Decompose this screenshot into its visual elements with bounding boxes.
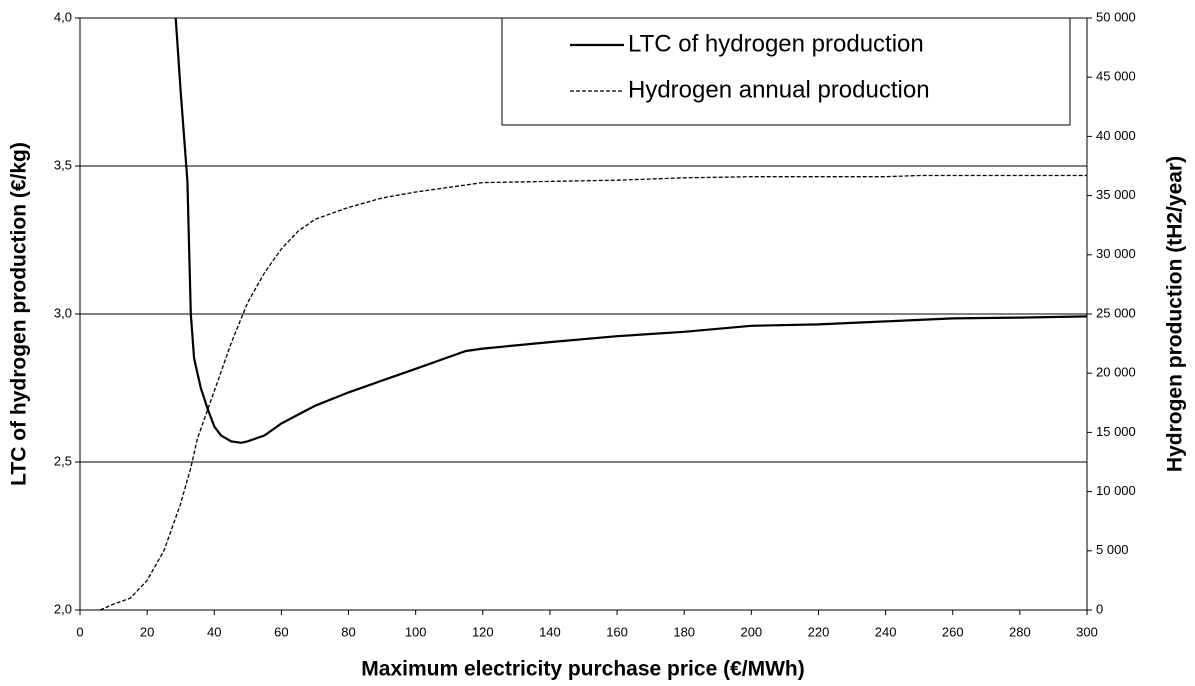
y2-tick-label: 40 000 — [1096, 128, 1136, 143]
x-tick-label: 80 — [341, 624, 355, 639]
x-tick-label: 220 — [808, 624, 830, 639]
y2-tick-label: 10 000 — [1096, 483, 1136, 498]
y2-tick-label: 20 000 — [1096, 365, 1136, 380]
x-tick-label: 20 — [140, 624, 154, 639]
x-axis-label: Maximum electricity purchase price (€/MW… — [361, 658, 804, 681]
series-line — [99, 174, 1087, 611]
legend-label: LTC of hydrogen production — [628, 30, 924, 57]
x-tick-label: 100 — [405, 624, 427, 639]
legend-box — [501, 17, 1071, 126]
x-tick-label: 0 — [76, 624, 83, 639]
x-tick-label: 120 — [472, 624, 494, 639]
y2-tick-label: 0 — [1096, 601, 1103, 616]
y-axis-label: LTC of hydrogen production (€/kg) — [8, 142, 31, 486]
series-line — [174, 17, 1088, 444]
x-tick-label: 240 — [875, 624, 897, 639]
y2-tick-label: 35 000 — [1096, 187, 1136, 202]
y2-tick-label: 45 000 — [1096, 69, 1136, 84]
y-tick-label: 2,5 — [54, 453, 72, 468]
y2-tick-label: 30 000 — [1096, 246, 1136, 261]
x-tick-label: 40 — [207, 624, 221, 639]
y2-tick-label: 5 000 — [1096, 542, 1129, 557]
y2-axis-label: Hydrogen production (tH2/year) — [1164, 156, 1187, 472]
legend-label: Hydrogen annual production — [628, 76, 930, 103]
y-tick-label: 4,0 — [54, 9, 72, 24]
x-tick-label: 300 — [1076, 624, 1098, 639]
y2-tick-label: 25 000 — [1096, 305, 1136, 320]
x-tick-label: 180 — [673, 624, 695, 639]
y-tick-label: 3,5 — [54, 157, 72, 172]
x-tick-label: 160 — [606, 624, 628, 639]
x-tick-label: 200 — [740, 624, 762, 639]
y2-tick-label: 50 000 — [1096, 9, 1136, 24]
x-tick-label: 280 — [1009, 624, 1031, 639]
x-tick-label: 140 — [539, 624, 561, 639]
y-tick-label: 2,0 — [54, 601, 72, 616]
x-tick-label: 260 — [942, 624, 964, 639]
x-tick-label: 60 — [274, 624, 288, 639]
y-tick-label: 3,0 — [54, 305, 72, 320]
y2-tick-label: 15 000 — [1096, 424, 1136, 439]
